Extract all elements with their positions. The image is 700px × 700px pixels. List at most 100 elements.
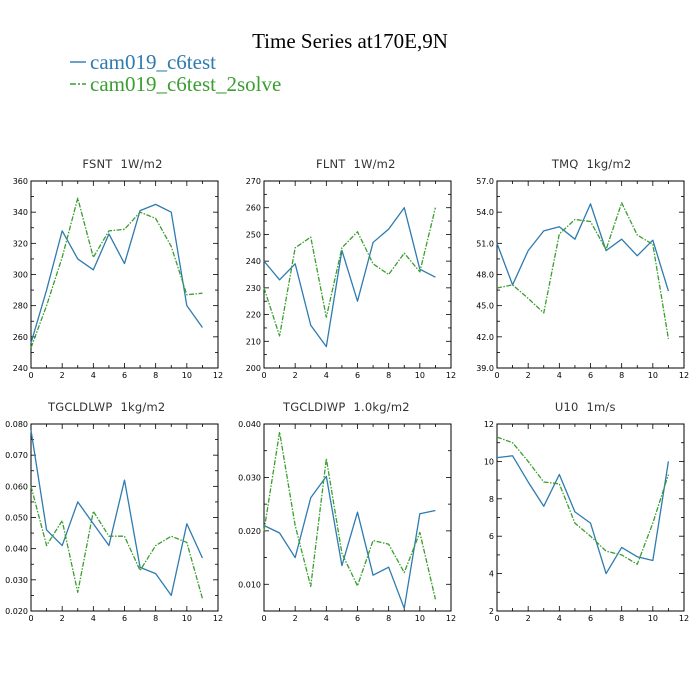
y-tick-label: 51.0	[476, 239, 494, 248]
y-tick-label: 0.040	[5, 545, 28, 554]
y-tick-label: 45.0	[476, 302, 494, 311]
y-tick-label: 2	[489, 607, 494, 616]
x-tick-label: 6	[588, 371, 593, 380]
x-tick-label: 12	[446, 614, 456, 623]
y-tick-label: 0.030	[238, 473, 261, 482]
x-tick-label: 10	[415, 371, 425, 380]
x-tick-label: 10	[182, 371, 192, 380]
panel-flnt: FLNT 1W/m2 0 2 4 6 8 10 12 200 210 220 230 240 250 260 2…	[246, 157, 456, 380]
legend-label-cam019-c6test: cam019_c6test	[90, 50, 216, 74]
y-tick-label: 320	[13, 239, 28, 248]
x-tick-label: 12	[213, 371, 223, 380]
series-line-cam019-c6test-2solve-u10	[496, 436, 670, 565]
chart-panels: FSNT 1W/m20 2 4 6 8 10 12240260280300320340360F…	[5, 157, 689, 623]
x-tick-label: 6	[355, 371, 360, 380]
series-line-cam019-c6test-2solve-fsnt	[30, 197, 203, 348]
y-tick-label: 240	[13, 364, 28, 373]
series-line-cam019-c6test-tgcldlwp	[30, 430, 204, 597]
x-tick-label: 2	[293, 371, 298, 380]
x-tick-label: 2	[526, 371, 531, 380]
x-tick-label: 6	[355, 614, 360, 623]
x-tick-label: 2	[60, 371, 65, 380]
y-tick-label: 250	[246, 230, 261, 239]
x-tick-label: 10	[648, 614, 658, 623]
panel-title-u10: U10	[555, 400, 579, 414]
series-line-cam019-c6test-2solve-tmq	[496, 202, 670, 340]
y-tick-label: 260	[13, 333, 28, 342]
series-line-cam019-c6test-2solve-flnt	[263, 207, 437, 337]
y-tick-label: 54.0	[476, 208, 494, 217]
y-tick-label: 10	[484, 457, 494, 466]
x-tick-label: 0	[494, 371, 499, 380]
x-tick-label: 6	[588, 614, 593, 623]
y-tick-label: 0.030	[5, 576, 28, 585]
y-tick-label: 12	[484, 420, 494, 429]
x-tick-label: 4	[557, 614, 562, 623]
y-tick-label: 8	[489, 495, 494, 504]
y-tick-label: 42.0	[476, 333, 494, 342]
x-tick-label: 8	[619, 371, 624, 380]
series-line-cam019-c6test-tgcldiwp	[263, 475, 436, 609]
legend-label-cam019-c6test-2solve: cam019_c6test_2solve	[90, 72, 281, 96]
series-line-cam019-c6test-2solve-tgcldlwp	[30, 486, 204, 599]
plot-frame-tmq	[496, 180, 685, 369]
legend: cam019_c6test cam019_c6test_2solve	[70, 50, 281, 96]
x-tick-label: 4	[91, 371, 96, 380]
y-tick-label: 0.040	[238, 420, 261, 429]
y-tick-label: 0.020	[5, 607, 28, 616]
panel-title-tgcldlwp: TGCLDLWP	[47, 400, 113, 414]
plot-frame-tgcldiwp	[263, 423, 452, 612]
y-tick-label: 360	[13, 177, 28, 186]
panel-title-tgcldiwp: TGCLDIWP	[282, 400, 346, 414]
panel-tmq: TMQ 1kg/m2 0 2 4 6 8 10 12 39.0 42.0 45.0 48.0 51.0 54…	[476, 157, 689, 380]
y-tick-label: 260	[246, 204, 261, 213]
x-tick-label: 2	[526, 614, 531, 623]
x-tick-label: 0	[494, 614, 499, 623]
x-tick-label: 6	[122, 614, 127, 623]
x-tick-label: 8	[386, 371, 391, 380]
series-line-cam019-c6test-2solve-tgcldiwp	[263, 431, 437, 600]
x-tick-label: 6	[122, 371, 127, 380]
series-line-cam019-c6test-flnt	[263, 207, 436, 348]
panel-unit-tmq: 1kg/m2	[587, 157, 632, 171]
panel-fsnt: FSNT 1W/m2 0 2 4 6 8 10 12 240 260 280 300 320 340 360	[13, 157, 223, 380]
y-tick-label: 220	[246, 311, 261, 320]
y-tick-label: 280	[13, 302, 28, 311]
panel-tgcldlwp: TGCLDLWP 1kg/m2 0 2 4 6 8 10 12 0.020 0.030 0.040 0.…	[5, 400, 223, 623]
panel-title-fsnt: FSNT	[82, 157, 113, 171]
x-tick-label: 4	[324, 614, 329, 623]
y-tick-label: 0.020	[238, 527, 261, 536]
panel-unit-u10: 1m/s	[587, 400, 616, 414]
x-tick-label: 8	[153, 371, 158, 380]
y-tick-label: 210	[246, 337, 261, 346]
y-tick-label: 0.080	[5, 420, 28, 429]
y-tick-label: 0.010	[238, 580, 261, 589]
y-tick-label: 6	[489, 532, 494, 541]
plot-frame-flnt	[263, 180, 452, 369]
x-tick-label: 8	[619, 614, 624, 623]
panel-title-tmq: TMQ	[551, 157, 579, 171]
x-tick-label: 4	[91, 614, 96, 623]
x-tick-label: 12	[213, 614, 223, 623]
y-tick-label: 4	[489, 570, 494, 579]
x-tick-label: 2	[60, 614, 65, 623]
plot-frame-tgcldlwp	[30, 423, 219, 612]
x-tick-label: 10	[415, 614, 425, 623]
y-tick-label: 240	[246, 257, 261, 266]
plot-frame-fsnt	[30, 180, 219, 369]
x-tick-label: 8	[386, 614, 391, 623]
panel-title-flnt: FLNT	[316, 157, 346, 171]
x-tick-label: 2	[293, 614, 298, 623]
series-line-cam019-c6test-tmq	[496, 203, 670, 292]
x-tick-label: 0	[261, 371, 266, 380]
panel-unit-tgcldlwp: 1kg/m2	[121, 400, 166, 414]
panel-tgcldiwp: TGCLDIWP 1.0kg/m2 0 2 4 6 8 10 12 0.010 0.020 0.030…	[238, 400, 456, 623]
figure-title: Time Series at170E,9N	[252, 29, 448, 53]
x-tick-label: 4	[324, 371, 329, 380]
y-tick-label: 39.0	[476, 364, 494, 373]
y-tick-label: 0.050	[5, 514, 28, 523]
x-tick-label: 12	[446, 371, 456, 380]
y-tick-label: 270	[246, 177, 261, 186]
